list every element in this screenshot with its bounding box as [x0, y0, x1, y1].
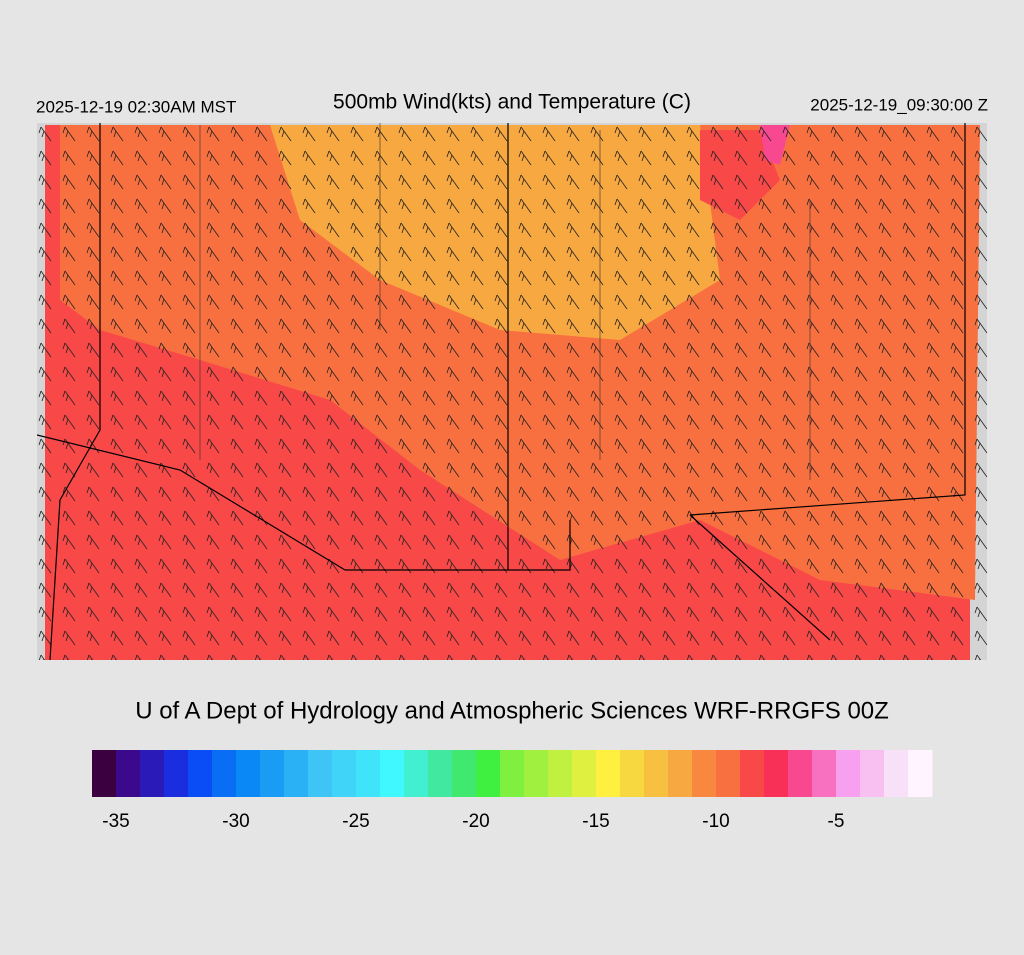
colorbar-tick-label: -20 [462, 811, 489, 832]
color-swatch [380, 750, 405, 797]
color-swatch [428, 750, 453, 797]
color-swatch [860, 750, 885, 797]
color-swatch [308, 750, 333, 797]
color-swatch [716, 750, 741, 797]
color-swatch [452, 750, 477, 797]
color-swatch [740, 750, 765, 797]
color-swatch [836, 750, 861, 797]
colorbar-tick-label: -15 [582, 811, 609, 832]
valid-utc: 2025-12-19_09:30:00 Z [810, 95, 988, 114]
colorbar: -35 -30 -25 -20 -15 -10 -5 [92, 750, 933, 832]
color-swatch [884, 750, 909, 797]
valid-local: 2025-12-19 02:30AM MST [36, 97, 236, 116]
color-swatch [284, 750, 309, 797]
colorbar-tick-label: -30 [222, 811, 249, 832]
color-swatch [812, 750, 837, 797]
color-swatch [500, 750, 525, 797]
color-swatch [212, 750, 237, 797]
color-swatch [692, 750, 717, 797]
color-swatch [572, 750, 597, 797]
color-swatch [188, 750, 213, 797]
title: 500mb Wind(kts) and Temperature (C) [333, 91, 691, 114]
credit: U of A Dept of Hydrology and Atmospheric… [135, 697, 889, 724]
colorbar-tick-label: -5 [828, 811, 845, 832]
color-swatch [764, 750, 789, 797]
color-swatch [260, 750, 285, 797]
color-swatch [332, 750, 357, 797]
color-swatch [116, 750, 141, 797]
color-swatch [92, 750, 117, 797]
map [37, 123, 987, 660]
color-swatch [620, 750, 645, 797]
color-swatch [668, 750, 693, 797]
color-swatch [164, 750, 189, 797]
colorbar-tick-label: -25 [342, 811, 369, 832]
color-swatch [524, 750, 549, 797]
colorbar-tick-label: -10 [702, 811, 729, 832]
color-swatch [140, 750, 165, 797]
color-swatch [908, 750, 933, 797]
color-swatch [236, 750, 261, 797]
color-swatch [644, 750, 669, 797]
color-swatch [404, 750, 429, 797]
color-swatch [356, 750, 381, 797]
color-swatch [476, 750, 501, 797]
colorbar-tick-label: -35 [102, 811, 129, 832]
color-swatch [788, 750, 813, 797]
color-swatch [596, 750, 621, 797]
color-swatch [548, 750, 573, 797]
